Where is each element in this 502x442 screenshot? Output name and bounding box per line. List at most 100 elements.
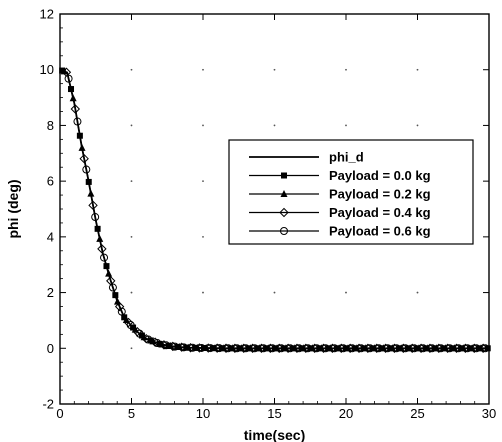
series-marker [100, 253, 109, 262]
series-marker [354, 343, 364, 353]
series-marker [274, 343, 284, 353]
series-marker [363, 343, 373, 353]
series-marker [419, 344, 428, 353]
series-marker [425, 343, 435, 353]
series-marker [445, 344, 454, 353]
series-marker [117, 307, 126, 316]
series-marker [436, 344, 445, 353]
series-marker [389, 343, 400, 353]
series-marker [82, 165, 91, 174]
series-marker [463, 344, 472, 353]
series-marker [407, 343, 417, 353]
series-marker [194, 343, 205, 353]
series-marker [73, 117, 82, 126]
series-marker [206, 344, 215, 353]
legend-swatch-marker [281, 172, 287, 179]
x-tick-label: 20 [339, 406, 353, 421]
grid-dot [273, 68, 276, 71]
legend-label: Payload = 0.4 kg [329, 205, 431, 220]
grid-dot [202, 68, 204, 71]
x-tick-label: 0 [56, 406, 63, 421]
grid-dot [130, 291, 133, 294]
series-marker [321, 344, 330, 353]
legend-swatch-marker [280, 227, 288, 235]
y-tick-label: 12 [40, 7, 54, 22]
series-marker [91, 213, 100, 222]
x-tick-label: 5 [128, 406, 135, 421]
series-marker [303, 344, 312, 353]
legend-label: phi_d [329, 150, 364, 165]
series-marker [153, 338, 162, 347]
series-marker [301, 343, 311, 353]
series-marker [442, 343, 453, 353]
series-marker [203, 343, 213, 353]
series-4 [59, 69, 490, 353]
series-marker [126, 320, 135, 329]
grid-dot [130, 124, 133, 127]
series-marker [176, 342, 187, 352]
series-marker [162, 341, 171, 350]
series-marker [357, 344, 366, 353]
series-marker [64, 74, 73, 83]
series-marker [383, 344, 392, 353]
series-marker [339, 344, 348, 353]
series-marker [114, 301, 125, 312]
legend-swatch-marker [279, 207, 289, 218]
series-marker [345, 343, 355, 353]
series-marker [88, 200, 98, 211]
grid-dot [130, 347, 133, 350]
y-axis-title: phi (deg) [5, 179, 21, 238]
series-marker [286, 344, 295, 353]
grid-dot [130, 68, 133, 71]
series-marker [268, 344, 277, 353]
grid-dot [416, 68, 419, 71]
series-marker [451, 343, 462, 353]
series-marker [79, 153, 89, 164]
grid-dot [202, 291, 204, 294]
series-marker [221, 343, 231, 353]
series-marker [398, 343, 409, 353]
series-marker [250, 344, 259, 353]
y-tick-label: 8 [47, 118, 54, 133]
series-marker [336, 343, 346, 353]
legend: phi_d Payload = 0.0 kg Payload = 0.2 kg Pay… [228, 139, 474, 245]
series-marker [108, 283, 117, 292]
grid-dot [202, 180, 204, 183]
series-marker [188, 343, 197, 352]
series-marker [144, 335, 153, 344]
y-tick-label: -2 [42, 397, 54, 412]
series-marker [233, 344, 242, 353]
y-tick-label: 10 [40, 62, 54, 77]
y-tick-label: 4 [47, 229, 54, 244]
series-marker [230, 343, 240, 353]
grid-dot [273, 124, 276, 127]
series-marker [327, 343, 338, 353]
series-marker [256, 343, 267, 353]
legend-label: Payload = 0.6 kg [329, 224, 431, 239]
series-marker [401, 344, 410, 353]
series-marker [434, 343, 444, 353]
series-marker [170, 342, 179, 351]
grid-dot [130, 235, 133, 238]
grid-dot [130, 180, 133, 183]
series-marker [159, 340, 169, 350]
series-marker [472, 344, 481, 353]
y-tick-label: 6 [47, 174, 54, 189]
series-marker [135, 329, 144, 338]
series-marker [295, 344, 304, 353]
series-marker [283, 343, 293, 353]
series-marker [241, 344, 250, 353]
series-marker [330, 344, 339, 353]
y-tick-label: 2 [47, 285, 54, 300]
series-marker [239, 343, 249, 353]
series-marker [259, 344, 268, 353]
series-marker [247, 343, 258, 353]
grid-dot [416, 291, 419, 294]
series-marker [454, 344, 463, 353]
series-marker [70, 104, 81, 114]
grid-dot [345, 291, 347, 294]
grid-dot [345, 124, 347, 127]
grid-dot [202, 124, 204, 127]
series-marker [224, 344, 233, 353]
y-tick-label: 0 [47, 341, 54, 356]
